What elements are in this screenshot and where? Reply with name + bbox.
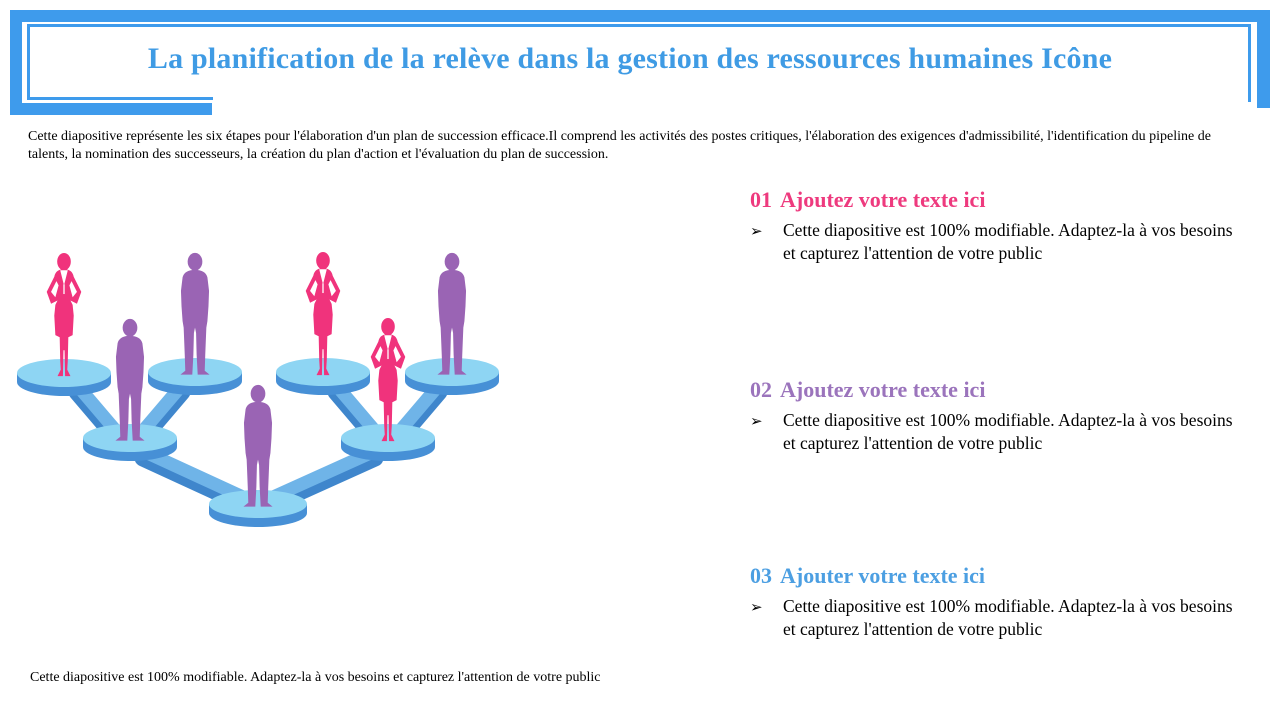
slide-description: Cette diapositive représente les six éta…	[28, 129, 1211, 162]
text-block-01-heading: 01 Ajoutez votre texte ici	[750, 187, 1250, 212]
text-block-03: 03 Ajouter votre texte ici ➢ Cette diapos…	[750, 563, 1250, 642]
text-block-01-number: 01	[750, 187, 772, 212]
people-network-illustration	[17, 252, 499, 527]
text-block-02-heading: 02 Ajoutez votre texte ici	[750, 377, 1250, 402]
platform	[405, 358, 499, 395]
title-frame-right-bar	[1257, 10, 1270, 108]
text-block-02-number: 02	[750, 377, 772, 402]
title-frame-inner-top-line	[27, 24, 1251, 27]
text-block-03-body: Cette diapositive est 100% modifiable. A…	[783, 596, 1233, 640]
arrow-bullet-icon: ➢	[750, 600, 763, 617]
person-businesswoman	[46, 253, 82, 377]
person-businessman	[437, 252, 467, 375]
title-frame-inner-bottom-line	[27, 97, 213, 100]
text-block-01-body: Cette diapositive est 100% modifiable. A…	[783, 220, 1233, 264]
footer-note: Cette diapositive est 100% modifiable. A…	[30, 670, 601, 685]
platform-discs	[17, 358, 499, 527]
text-block-03-number: 03	[750, 563, 772, 588]
text-block-02-body: Cette diapositive est 100% modifiable. A…	[783, 410, 1233, 454]
slide-title: La planification de la relève dans la ge…	[147, 42, 1113, 75]
person-businessman	[243, 384, 273, 507]
text-block-02-heading-label: Ajoutez votre texte ici	[780, 377, 986, 402]
text-block-03-heading: 03 Ajouter votre texte ici	[750, 563, 1250, 588]
arrow-bullet-icon: ➢	[750, 224, 763, 241]
text-block-03-heading-label: Ajouter votre texte ici	[780, 563, 986, 588]
person-businessman	[180, 252, 210, 375]
person-businesswoman	[305, 252, 341, 376]
platform	[17, 359, 111, 396]
platform	[148, 358, 242, 395]
text-block-02: 02 Ajoutez votre texte ici ➢ Cette diapos…	[750, 377, 1250, 456]
text-block-01-heading-label: Ajoutez votre texte ici	[780, 187, 986, 212]
arrow-bullet-icon: ➢	[750, 414, 763, 431]
text-block-01: 01 Ajoutez votre texte ici ➢ Cette diapos…	[750, 187, 1250, 266]
title-frame-top-bar	[10, 10, 1270, 22]
person-businessman	[115, 318, 145, 441]
platform	[276, 358, 370, 395]
title-frame-inner-left-line	[27, 24, 30, 100]
title-frame-inner-right-line	[1248, 24, 1251, 102]
title-frame-left-bar	[10, 10, 22, 115]
platform	[341, 424, 435, 461]
title-frame-bottom-left-bar	[10, 103, 212, 115]
platform	[83, 424, 177, 461]
platform	[209, 490, 307, 527]
